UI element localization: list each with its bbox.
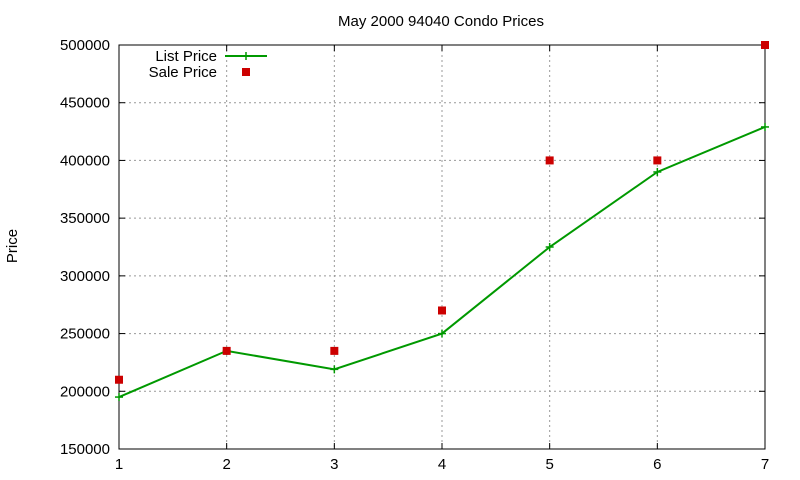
sale-price-point xyxy=(545,156,554,165)
y-tick-label: 150000 xyxy=(60,441,110,458)
y-tick-label: 250000 xyxy=(60,326,110,343)
y-axis-label: Price xyxy=(4,229,21,263)
list-price-point xyxy=(653,167,662,176)
x-tick-label: 3 xyxy=(330,456,338,473)
x-tick-label: 1 xyxy=(115,456,123,473)
sale-price-point xyxy=(330,346,339,355)
y-tick-label: 350000 xyxy=(60,210,110,227)
list-price-point xyxy=(761,122,769,131)
legend: List Price Sale Price xyxy=(149,48,267,81)
chart-title: May 2000 94040 Condo Prices xyxy=(338,13,544,30)
legend-label-sale-price: Sale Price xyxy=(149,64,217,81)
sale-price-point xyxy=(761,41,769,49)
x-tick-label: 5 xyxy=(545,456,553,473)
x-tick-label: 4 xyxy=(438,456,446,473)
sale-price-point xyxy=(115,375,123,384)
x-tick-label: 2 xyxy=(222,456,230,473)
series-layer xyxy=(115,41,769,402)
grid xyxy=(119,45,765,449)
y-tick-label: 400000 xyxy=(60,152,110,169)
sale-price-point xyxy=(222,346,231,355)
list-price-point xyxy=(545,243,554,251)
x-tick-label: 7 xyxy=(761,456,769,473)
legend-marker-list-price xyxy=(242,52,250,60)
y-tick-label: 450000 xyxy=(60,95,110,112)
x-tick-label: 6 xyxy=(653,456,661,473)
legend-sample-sale-price xyxy=(242,68,250,76)
legend-label-list-price: List Price xyxy=(155,48,217,65)
axis-ticks: 1 2 3 4 5 6 7 150000 200000 250000 300000 350000 400… xyxy=(60,37,769,473)
y-tick-label: 500000 xyxy=(60,37,110,54)
y-tick-label: 300000 xyxy=(60,268,110,285)
y-tick-label: 200000 xyxy=(60,383,110,400)
list-price-point xyxy=(438,329,446,338)
sale-price-point xyxy=(653,156,662,165)
list-price-point xyxy=(115,393,123,402)
sale-price-point xyxy=(438,306,446,315)
list-price-point xyxy=(330,365,339,374)
